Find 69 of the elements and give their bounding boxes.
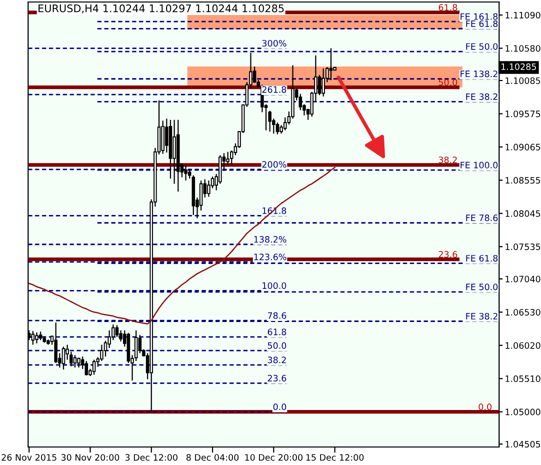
annotation: FE 100.0: [460, 162, 498, 168]
annotation: FE 50.0: [466, 284, 498, 290]
y-tick-label: 1.11090: [506, 12, 540, 18]
y-tick-label: 1.08555: [506, 177, 540, 184]
annotation: 61.8: [438, 4, 458, 11]
annotation: 50.0: [438, 79, 458, 86]
annotation: 0.0: [273, 404, 286, 410]
y-tick-label: 1.07535: [506, 243, 540, 250]
x-tick-label: 26 Nov 2015: [2, 454, 56, 461]
candlestick: [73, 354, 77, 368]
candlestick: [276, 122, 280, 135]
annotation: 100.0: [262, 282, 286, 289]
annotation: 23.6: [438, 251, 458, 258]
annotation: 261.8: [262, 86, 286, 93]
x-tick-label: 3 Dec 12:00: [125, 454, 178, 461]
y-tick-label: 1.06020: [506, 342, 540, 349]
candlestick: [184, 164, 188, 182]
y-tick-label: 1.07040: [506, 276, 540, 282]
y-tick-label: 1.06530: [506, 308, 540, 316]
candlestick: [115, 324, 119, 338]
candlestick: [138, 334, 142, 354]
candlestick: [318, 74, 322, 96]
candlestick: [77, 357, 80, 368]
annotation: FE 61.8: [466, 254, 498, 262]
annotation: 38.2: [438, 156, 457, 164]
annotation: FE 38.2: [466, 312, 498, 320]
annotation: 61.8: [268, 328, 286, 336]
annotation: 123.6%: [254, 254, 286, 260]
x-tick-label: 30 Nov 20:00: [61, 454, 120, 461]
annotation: 50.0: [268, 342, 286, 349]
annotation: 138.2%: [254, 236, 286, 243]
annotation: FE 161.8: [460, 13, 498, 20]
candlestick: [54, 322, 58, 364]
y-tick-label: 1.04505: [506, 440, 540, 448]
annotation: 23.6: [268, 374, 286, 382]
y-tick-label: 1.09575: [506, 110, 540, 118]
candlestick: [188, 168, 192, 180]
y-tick-label: 1.10085: [506, 77, 540, 84]
annotation: FE 78.6: [466, 214, 498, 222]
annotation: 0.0: [478, 404, 492, 410]
candlestick: [84, 360, 88, 376]
x-tick-label: 10 Dec 20:00: [245, 454, 302, 461]
y-tick-label: 1.09065: [506, 144, 540, 150]
candlestick: [329, 48, 333, 81]
candlestick: [207, 180, 210, 198]
candlestick: [92, 359, 96, 376]
x-tick-label: 8 Dec 04:00: [186, 454, 239, 461]
y-tick-label: 1.05510: [506, 375, 540, 382]
candlestick: [31, 330, 35, 346]
chart-title: EURUSD,H4 1.10244 1.10297 1.10244 1.10285: [38, 4, 284, 14]
annotation: FE 38.2: [466, 93, 498, 100]
annotation: FE 61.8: [466, 20, 498, 28]
y-tick-label: 1.10580: [506, 45, 540, 52]
candlestick: [172, 119, 176, 184]
candlestick: [62, 346, 66, 370]
annotation: FE 138.2: [460, 70, 498, 78]
text: 1.10285: [502, 63, 536, 70]
annotation: 78.6: [268, 312, 286, 319]
y-tick-label: 1.08045: [506, 210, 540, 217]
y-tick-label: 1.05000: [506, 408, 540, 416]
candlestick: [35, 332, 38, 344]
line-series: [28, 166, 336, 324]
annotation: 200%: [262, 161, 286, 168]
annotation: FE 50.0: [466, 43, 498, 50]
candlestick: [104, 340, 108, 357]
annotation: 38.2: [268, 356, 286, 364]
candlestick: [322, 68, 325, 98]
annotation: 300%: [262, 40, 286, 47]
x-tick-label: 15 Dec 12:00: [306, 454, 364, 461]
